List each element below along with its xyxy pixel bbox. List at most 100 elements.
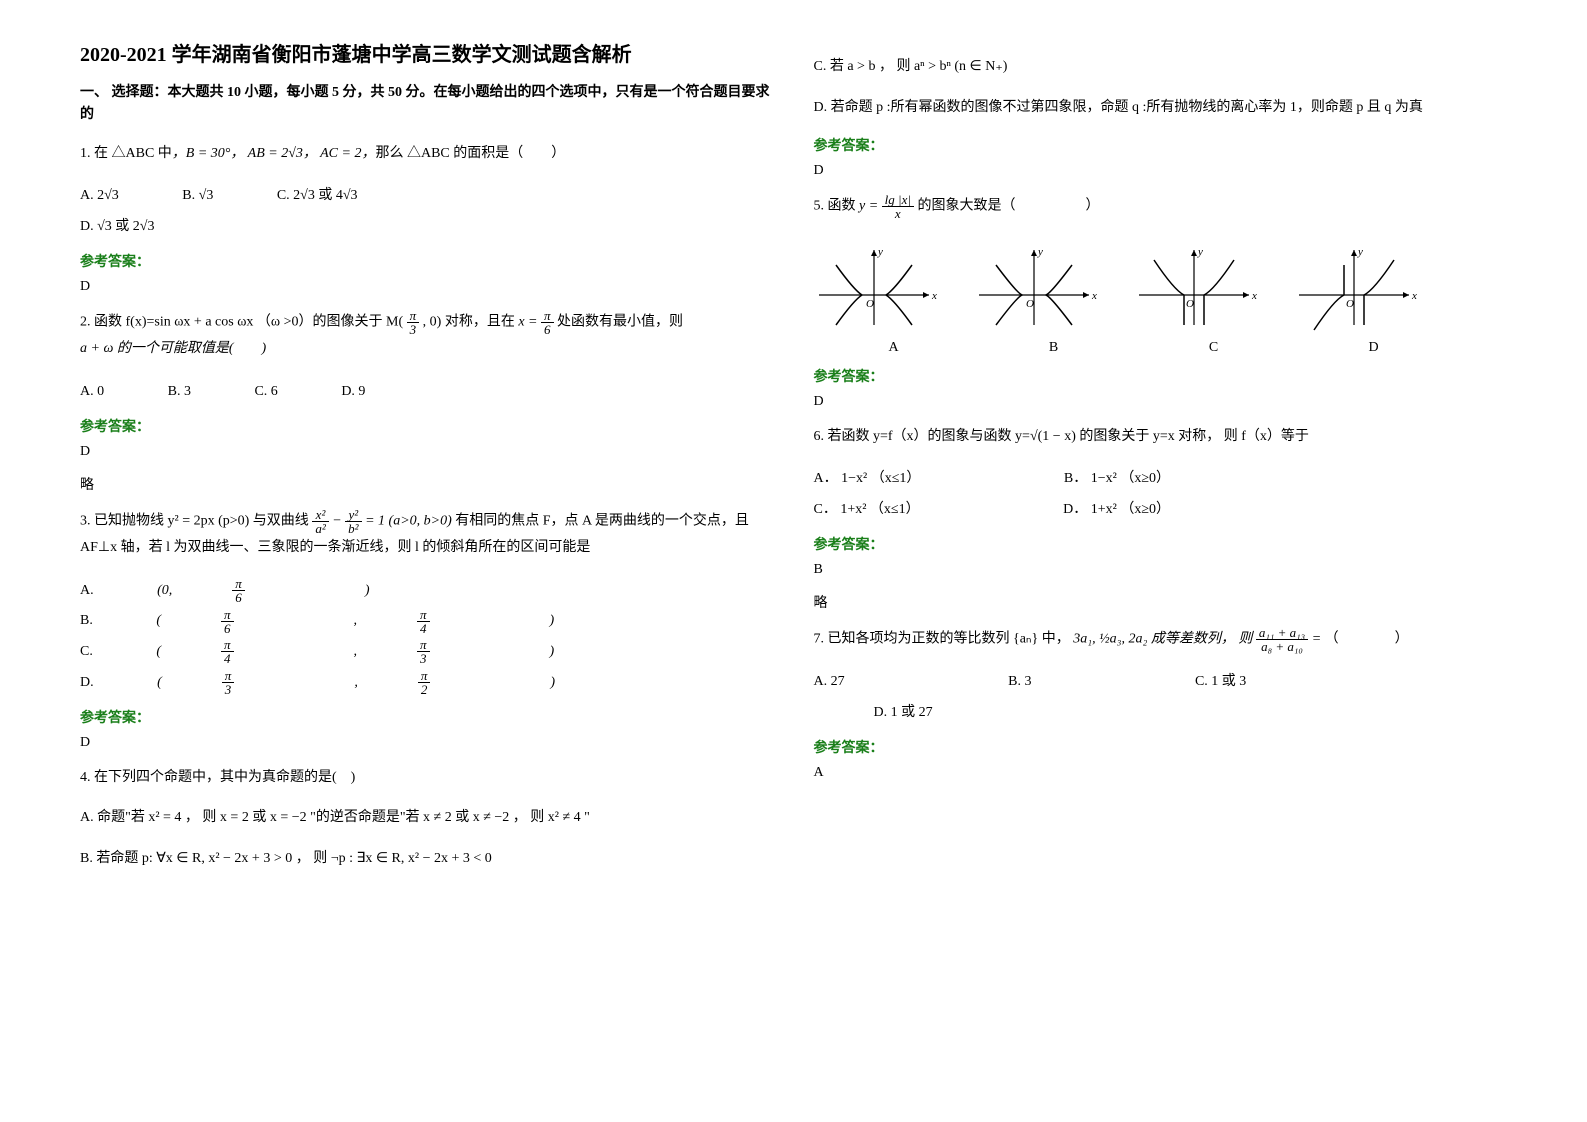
q7-ans-label: 参考答案： — [814, 737, 1508, 757]
q1-optB: B. √3 — [182, 181, 213, 212]
q1-ans: D — [80, 279, 774, 295]
q2-x-eq: x = — [518, 315, 541, 330]
q5-ans-label: 参考答案： — [814, 366, 1508, 386]
q3-optB: B. (π6, π4) — [80, 606, 614, 637]
svg-text:y: y — [1197, 246, 1203, 258]
q2-options: A. 0 B. 3 C. 6 D. 9 — [80, 377, 774, 408]
question-3: 3. 已知抛物线 y² = 2px (p>0) 与双曲线 x²a² − y²b²… — [80, 508, 774, 562]
q2-optB: B. 3 — [168, 377, 191, 408]
q2-stem-mid: , 0) 对称，且在 — [419, 315, 518, 330]
q7-eq: = — [1312, 631, 1325, 646]
q3-ans: D — [80, 735, 774, 751]
q5-label-C: C — [1134, 340, 1294, 356]
graph-B: x y O — [979, 246, 1097, 325]
q1-ans-label: 参考答案： — [80, 251, 774, 271]
q5-func: y = — [859, 199, 882, 214]
q2-frac2: π6 — [541, 309, 554, 336]
q3-optA: A. (0, π6) — [80, 576, 429, 607]
svg-text:x: x — [931, 290, 937, 302]
graph-D: x y O — [1299, 246, 1417, 330]
q3-minus: − — [332, 513, 345, 528]
q4-optB: B. 若命题 p: ∀x ∈ R, x² − 2x + 3 > 0 ， 则 ¬p… — [80, 846, 774, 873]
q7-optD: D. 1 或 27 — [874, 698, 933, 729]
svg-text:O: O — [1026, 298, 1034, 310]
q3-optC: C. (π4, π3) — [80, 637, 614, 668]
q7-optC: C. 1 或 3 — [1195, 667, 1246, 698]
question-2: 2. 函数 f(x)=sin ωx + a cos ωx （ω >0）的图像关于… — [80, 309, 774, 363]
q4-optC: C. 若 a > b ， 则 aⁿ > bⁿ (n ∈ N₊) — [814, 54, 1508, 81]
q6-stem1: 6. 若函数 y=f（x）的图象与函数 y= — [814, 429, 1030, 444]
q2-optD: D. 9 — [341, 377, 365, 408]
q7-options: A. 27 B. 3 C. 1 或 3 D. 1 或 27 — [814, 667, 1508, 729]
q7-ans: A — [814, 765, 1508, 781]
q2-stem2: 处函数有最小值，则 — [554, 315, 684, 330]
q6-ans: B — [814, 562, 1508, 578]
graph-C: x y O — [1139, 246, 1257, 325]
q3-frac-y: y²b² — [345, 508, 361, 535]
page: 2020-2021 学年湖南省衡阳市蓬塘中学高三数学文测试题含解析 一、 选择题… — [0, 0, 1587, 1122]
svg-text:y: y — [1037, 246, 1043, 258]
q5-graph-svg: x y O x y O — [814, 235, 1454, 335]
q7-mid: 3a₁, ½a₃, 2a₂ 成等差数列， 则 — [1073, 631, 1256, 646]
svg-text:x: x — [1411, 290, 1417, 302]
q6-ans-label: 参考答案： — [814, 534, 1508, 554]
q7-optA: A. 27 — [814, 667, 845, 698]
q2-ans-label: 参考答案： — [80, 416, 774, 436]
q7-frac: a₁₁ + a₁₃a₈ + a₁₀ — [1256, 626, 1308, 653]
svg-text:x: x — [1251, 290, 1257, 302]
q6-options: A． 1−x² （x≤1） B． 1−x² （x≥0） C． 1+x² （x≤1… — [814, 464, 1508, 526]
section1-intro: 一、 选择题：本大题共 10 小题，每小题 5 分，共 50 分。在每小题给出的… — [80, 82, 774, 127]
q5-graph-labels: A B C D — [814, 340, 1508, 356]
q6-stem2: 的图象关于 y=x 对称， 则 f（x）等于 — [1076, 429, 1309, 444]
q1-optD: D. √3 或 2√3 — [80, 212, 154, 243]
q2-optA: A. 0 — [80, 377, 104, 408]
q7-stem2: （ ） — [1325, 631, 1409, 646]
svg-text:y: y — [877, 246, 883, 258]
q5-stem1: 5. 函数 — [814, 199, 860, 214]
question-7: 7. 已知各项均为正数的等比数列 {aₙ} 中， 3a₁, ½a₃, 2a₂ 成… — [814, 626, 1508, 653]
q4-optD: D. 若命题 p :所有幂函数的图像不过第四象限，命题 q :所有抛物线的离心率… — [814, 95, 1508, 122]
q4-optA: A. 命题"若 x² = 4 ， 则 x = 2 或 x = −2 "的逆否命题… — [80, 805, 774, 832]
q6-optA: A． 1−x² （x≤1） — [814, 464, 921, 495]
svg-text:x: x — [1091, 290, 1097, 302]
q3-ans-label: 参考答案： — [80, 707, 774, 727]
q5-frac: lg |x|x — [882, 193, 914, 220]
q6-optD: D． 1+x² （x≥0） — [1063, 495, 1170, 526]
q3-eq1: = 1 (a>0, b>0) — [365, 513, 452, 528]
q5-label-D: D — [1294, 340, 1454, 356]
q2-frac1: π3 — [407, 309, 420, 336]
q1-optA: A. 2√3 — [80, 181, 119, 212]
q1-stem-prefix: 1. 在 △ABC 中 — [80, 146, 172, 161]
q1-optC: C. 2√3 或 4√3 — [277, 181, 358, 212]
q2-stem1: 2. 函数 f(x)=sin ωx + a cos ωx （ω >0）的图像关于… — [80, 315, 407, 330]
q7-optB: B. 3 — [1008, 667, 1031, 698]
question-5: 5. 函数 y = lg |x|x 的图象大致是（ ） — [814, 193, 1508, 220]
q4-ans-label: 参考答案： — [814, 135, 1508, 155]
left-column: 2020-2021 学年湖南省衡阳市蓬塘中学高三数学文测试题含解析 一、 选择题… — [60, 40, 794, 1082]
q3-options: A. (0, π6) B. (π6, π4) C. (π4, π3) D. (π… — [80, 576, 774, 699]
q4-ans: D — [814, 163, 1508, 179]
q6-optB: B． 1−x² （x≥0） — [1064, 464, 1170, 495]
q3-frac-x: x²a² — [312, 508, 328, 535]
q6-rad: √(1 − x) — [1030, 429, 1076, 444]
q2-lue: 略 — [80, 474, 774, 494]
q1-stem-math: ，B = 30°， AB = 2√3， AC = 2， — [172, 146, 376, 161]
q2-ans: D — [80, 444, 774, 460]
graph-A: x y O — [819, 246, 937, 325]
question-1: 1. 在 △ABC 中，B = 30°， AB = 2√3， AC = 2，那么… — [80, 141, 774, 168]
q3-optD: D. (π3, π2) — [80, 668, 615, 699]
q6-optC: C． 1+x² （x≤1） — [814, 495, 920, 526]
q7-stem1: 7. 已知各项均为正数的等比数列 {aₙ} 中， — [814, 631, 1074, 646]
right-column: C. 若 a > b ， 则 aⁿ > bⁿ (n ∈ N₊) D. 若命题 p… — [794, 40, 1528, 1082]
q1-stem-suffix: 那么 △ABC 的面积是（ ） — [375, 146, 565, 161]
q2-stem3: a + ω 的一个可能取值是( ) — [80, 341, 266, 356]
svg-text:O: O — [866, 298, 874, 310]
q6-lue: 略 — [814, 592, 1508, 612]
q1-options: A. 2√3 B. √3 C. 2√3 或 4√3 D. √3 或 2√3 — [80, 181, 774, 243]
q3-stem1: 3. 已知抛物线 y² = 2px (p>0) 与双曲线 — [80, 513, 312, 528]
q5-label-B: B — [974, 340, 1134, 356]
doc-title: 2020-2021 学年湖南省衡阳市蓬塘中学高三数学文测试题含解析 — [80, 40, 774, 70]
svg-text:y: y — [1357, 246, 1363, 258]
question-4: 4. 在下列四个命题中，其中为真命题的是( ) — [80, 765, 774, 792]
svg-text:O: O — [1346, 298, 1354, 310]
